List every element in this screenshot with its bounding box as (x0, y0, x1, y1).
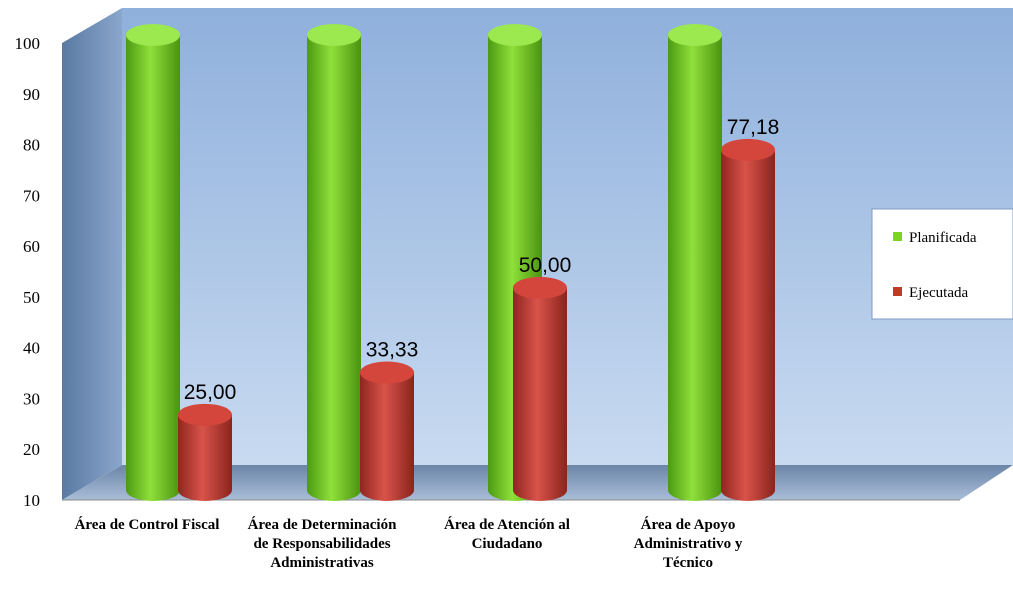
y-axis-ticks: 10 20 30 40 50 60 70 80 90 100 (15, 34, 41, 510)
category-label-atencion-ciudadano: Área de Atención al Ciudadano (444, 517, 570, 552)
y-tick-label: 60 (23, 237, 40, 256)
legend: Planificada Ejecutada (871, 208, 1013, 320)
bar-ejecutada-2 (360, 361, 414, 501)
legend-label-planificada: Planificada (909, 230, 977, 246)
data-label-ejecutada-3: 50,00 (519, 254, 572, 277)
category-label-control-fiscal: Área de Control Fiscal (74, 517, 220, 533)
y-tick-label: 70 (23, 186, 40, 205)
data-label-ejecutada-4: 77,18 (727, 116, 780, 139)
y-tick-label: 40 (23, 339, 40, 358)
category-label-apoyo-administrativo: Área de Apoyo Administrativo y Técnico (633, 517, 743, 571)
bar-planificada-1 (126, 24, 180, 501)
y-tick-label: 80 (23, 136, 40, 155)
bar-ejecutada-3 (513, 276, 567, 501)
data-labels-group: 25,00 33,33 50,00 77,18 (184, 116, 780, 404)
bar-planificada-2 (307, 24, 361, 501)
legend-box (871, 208, 1013, 320)
data-label-ejecutada-2: 33,33 (366, 339, 419, 362)
legend-label-ejecutada: Ejecutada (909, 285, 968, 301)
y-tick-label: 100 (15, 34, 41, 53)
y-tick-label: 30 (23, 389, 40, 408)
y-tick-label: 20 (23, 440, 40, 459)
legend-swatch-planificada (893, 232, 902, 241)
bar-ejecutada-4 (721, 138, 775, 502)
plot-side-wall (62, 8, 122, 500)
data-label-ejecutada-1: 25,00 (184, 381, 237, 404)
bar-ejecutada-1 (178, 403, 232, 501)
y-tick-label: 10 (23, 491, 40, 510)
y-tick-label: 90 (23, 85, 40, 104)
legend-swatch-ejecutada (893, 287, 902, 296)
category-label-determinacion: Área de Determinación de Responsabilidad… (247, 517, 397, 571)
bar-planificada-4 (668, 24, 722, 501)
y-tick-label: 50 (23, 288, 40, 307)
bars-group (126, 24, 775, 502)
